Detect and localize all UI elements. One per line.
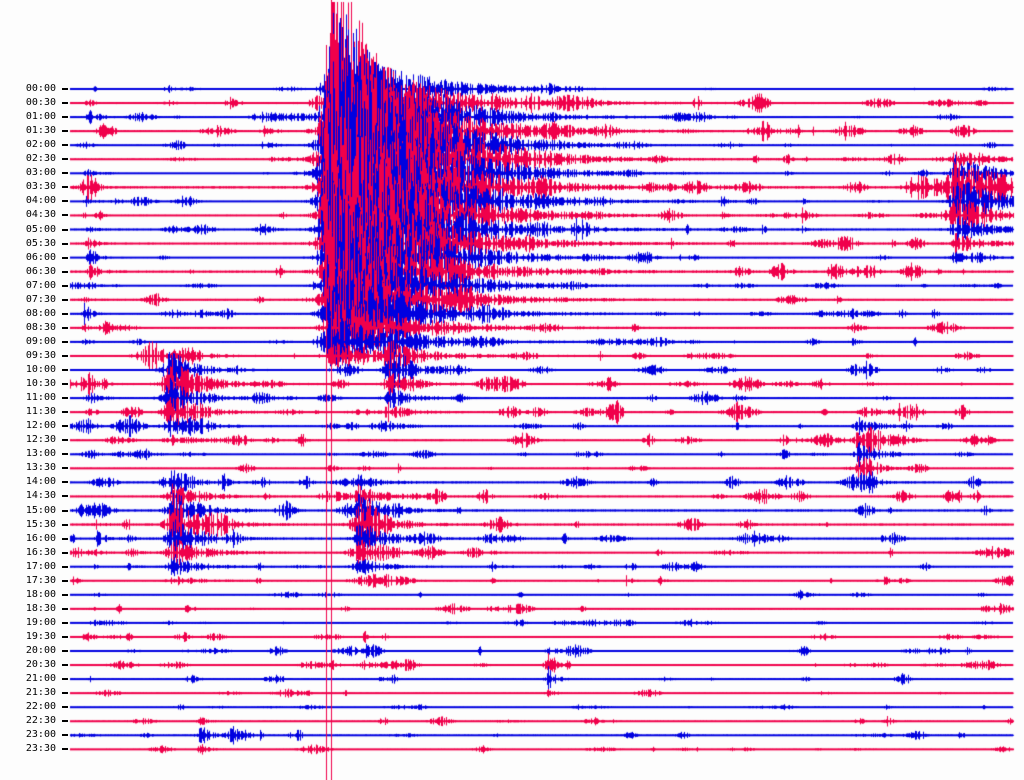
time-label-1700: 17:00 <box>25 560 56 572</box>
time-label-1300: 13:00 <box>25 448 56 460</box>
time-tick-0830 <box>62 326 68 329</box>
time-label-2330: 23:30 <box>25 743 56 755</box>
time-label-0430: 04:30 <box>25 209 56 221</box>
time-label-0600: 06:00 <box>25 251 56 263</box>
time-tick-1330 <box>62 467 68 470</box>
time-tick-0230 <box>62 158 68 161</box>
time-label-0200: 02:00 <box>25 139 56 151</box>
time-label-0100: 01:00 <box>25 111 56 123</box>
time-label-2130: 21:30 <box>25 687 56 699</box>
time-tick-0600 <box>62 256 68 259</box>
time-tick-2130 <box>62 692 68 695</box>
time-tick-0000 <box>62 88 68 90</box>
time-label-0500: 05:00 <box>25 223 56 235</box>
time-label-1400: 14:00 <box>25 476 56 488</box>
time-axis: 00:00 00:30 01:00 01:30 02:00 02:30 03:00 03:30… <box>0 0 70 780</box>
time-label-1930: 19:30 <box>25 630 56 642</box>
time-tick-1730 <box>62 579 68 582</box>
time-tick-0130 <box>62 130 68 133</box>
time-tick-1130 <box>62 411 68 414</box>
time-tick-2230 <box>62 720 68 723</box>
time-tick-0530 <box>62 242 68 245</box>
time-tick-2000 <box>62 650 68 652</box>
time-label-0000: 00:00 <box>25 83 56 94</box>
time-tick-1000 <box>62 369 68 371</box>
time-tick-1100 <box>62 397 68 400</box>
time-label-2230: 22:30 <box>25 715 56 727</box>
time-tick-0400 <box>62 200 68 203</box>
time-tick-2330 <box>62 748 68 751</box>
time-label-1100: 11:00 <box>25 392 56 404</box>
time-label-0630: 06:30 <box>25 265 56 277</box>
time-label-1800: 18:00 <box>25 588 56 600</box>
time-tick-0430 <box>62 214 68 217</box>
time-label-1600: 16:00 <box>25 532 56 544</box>
time-tick-0500 <box>62 228 68 231</box>
time-tick-0930 <box>62 354 68 357</box>
time-label-0300: 03:00 <box>25 167 56 179</box>
time-label-1000: 10:00 <box>25 364 56 375</box>
time-label-1530: 15:30 <box>25 518 56 530</box>
time-label-1230: 12:30 <box>25 434 56 446</box>
time-label-0400: 04:00 <box>25 195 56 207</box>
time-tick-1900 <box>62 621 68 624</box>
time-label-0800: 08:00 <box>25 307 56 319</box>
time-label-1130: 11:30 <box>25 406 56 418</box>
time-label-1830: 18:30 <box>25 602 56 614</box>
time-label-1730: 17:30 <box>25 574 56 586</box>
time-tick-2200 <box>62 706 68 709</box>
time-tick-0100 <box>62 116 68 119</box>
time-tick-1830 <box>62 607 68 610</box>
time-tick-2100 <box>62 678 68 681</box>
time-label-2200: 22:00 <box>25 701 56 713</box>
time-label-1030: 10:30 <box>25 378 56 390</box>
time-label-0130: 01:30 <box>25 125 56 137</box>
time-tick-0800 <box>62 312 68 315</box>
time-tick-1200 <box>62 425 68 428</box>
time-label-0730: 07:30 <box>25 293 56 305</box>
time-label-2300: 23:00 <box>25 729 56 741</box>
time-label-0230: 02:30 <box>25 153 56 165</box>
time-tick-1430 <box>62 495 68 498</box>
time-label-0700: 07:00 <box>25 279 56 291</box>
time-tick-1600 <box>62 537 68 540</box>
time-label-0830: 08:30 <box>25 321 56 333</box>
time-label-1200: 12:00 <box>25 420 56 432</box>
time-tick-2030 <box>62 664 68 667</box>
time-tick-1630 <box>62 551 68 554</box>
time-tick-1800 <box>62 593 68 596</box>
time-label-0030: 00:30 <box>25 97 56 109</box>
time-tick-0700 <box>62 284 68 287</box>
time-tick-1700 <box>62 565 68 568</box>
time-label-1330: 13:30 <box>25 462 56 474</box>
time-label-0930: 09:30 <box>25 349 56 361</box>
time-tick-1030 <box>62 383 68 386</box>
time-tick-1930 <box>62 635 68 638</box>
time-tick-0900 <box>62 340 68 343</box>
time-label-2030: 20:30 <box>25 659 56 671</box>
time-tick-1300 <box>62 453 68 456</box>
time-label-1630: 16:30 <box>25 546 56 558</box>
time-tick-0300 <box>62 172 68 175</box>
time-tick-0730 <box>62 298 68 301</box>
time-tick-1400 <box>62 481 68 484</box>
time-tick-0330 <box>62 186 68 189</box>
time-label-0330: 03:30 <box>25 181 56 193</box>
time-tick-0030 <box>62 102 68 105</box>
time-label-2100: 21:00 <box>25 673 56 685</box>
time-label-2000: 20:00 <box>25 645 56 656</box>
time-label-1500: 15:00 <box>25 504 56 516</box>
time-tick-1230 <box>62 439 68 442</box>
time-label-0530: 05:30 <box>25 237 56 249</box>
time-tick-0200 <box>62 144 68 147</box>
time-label-1900: 19:00 <box>25 616 56 628</box>
time-tick-1530 <box>62 523 68 526</box>
time-tick-2300 <box>62 734 68 737</box>
time-label-0900: 09:00 <box>25 335 56 347</box>
time-tick-0630 <box>62 270 68 273</box>
time-tick-1500 <box>62 509 68 512</box>
time-label-1430: 14:30 <box>25 490 56 502</box>
